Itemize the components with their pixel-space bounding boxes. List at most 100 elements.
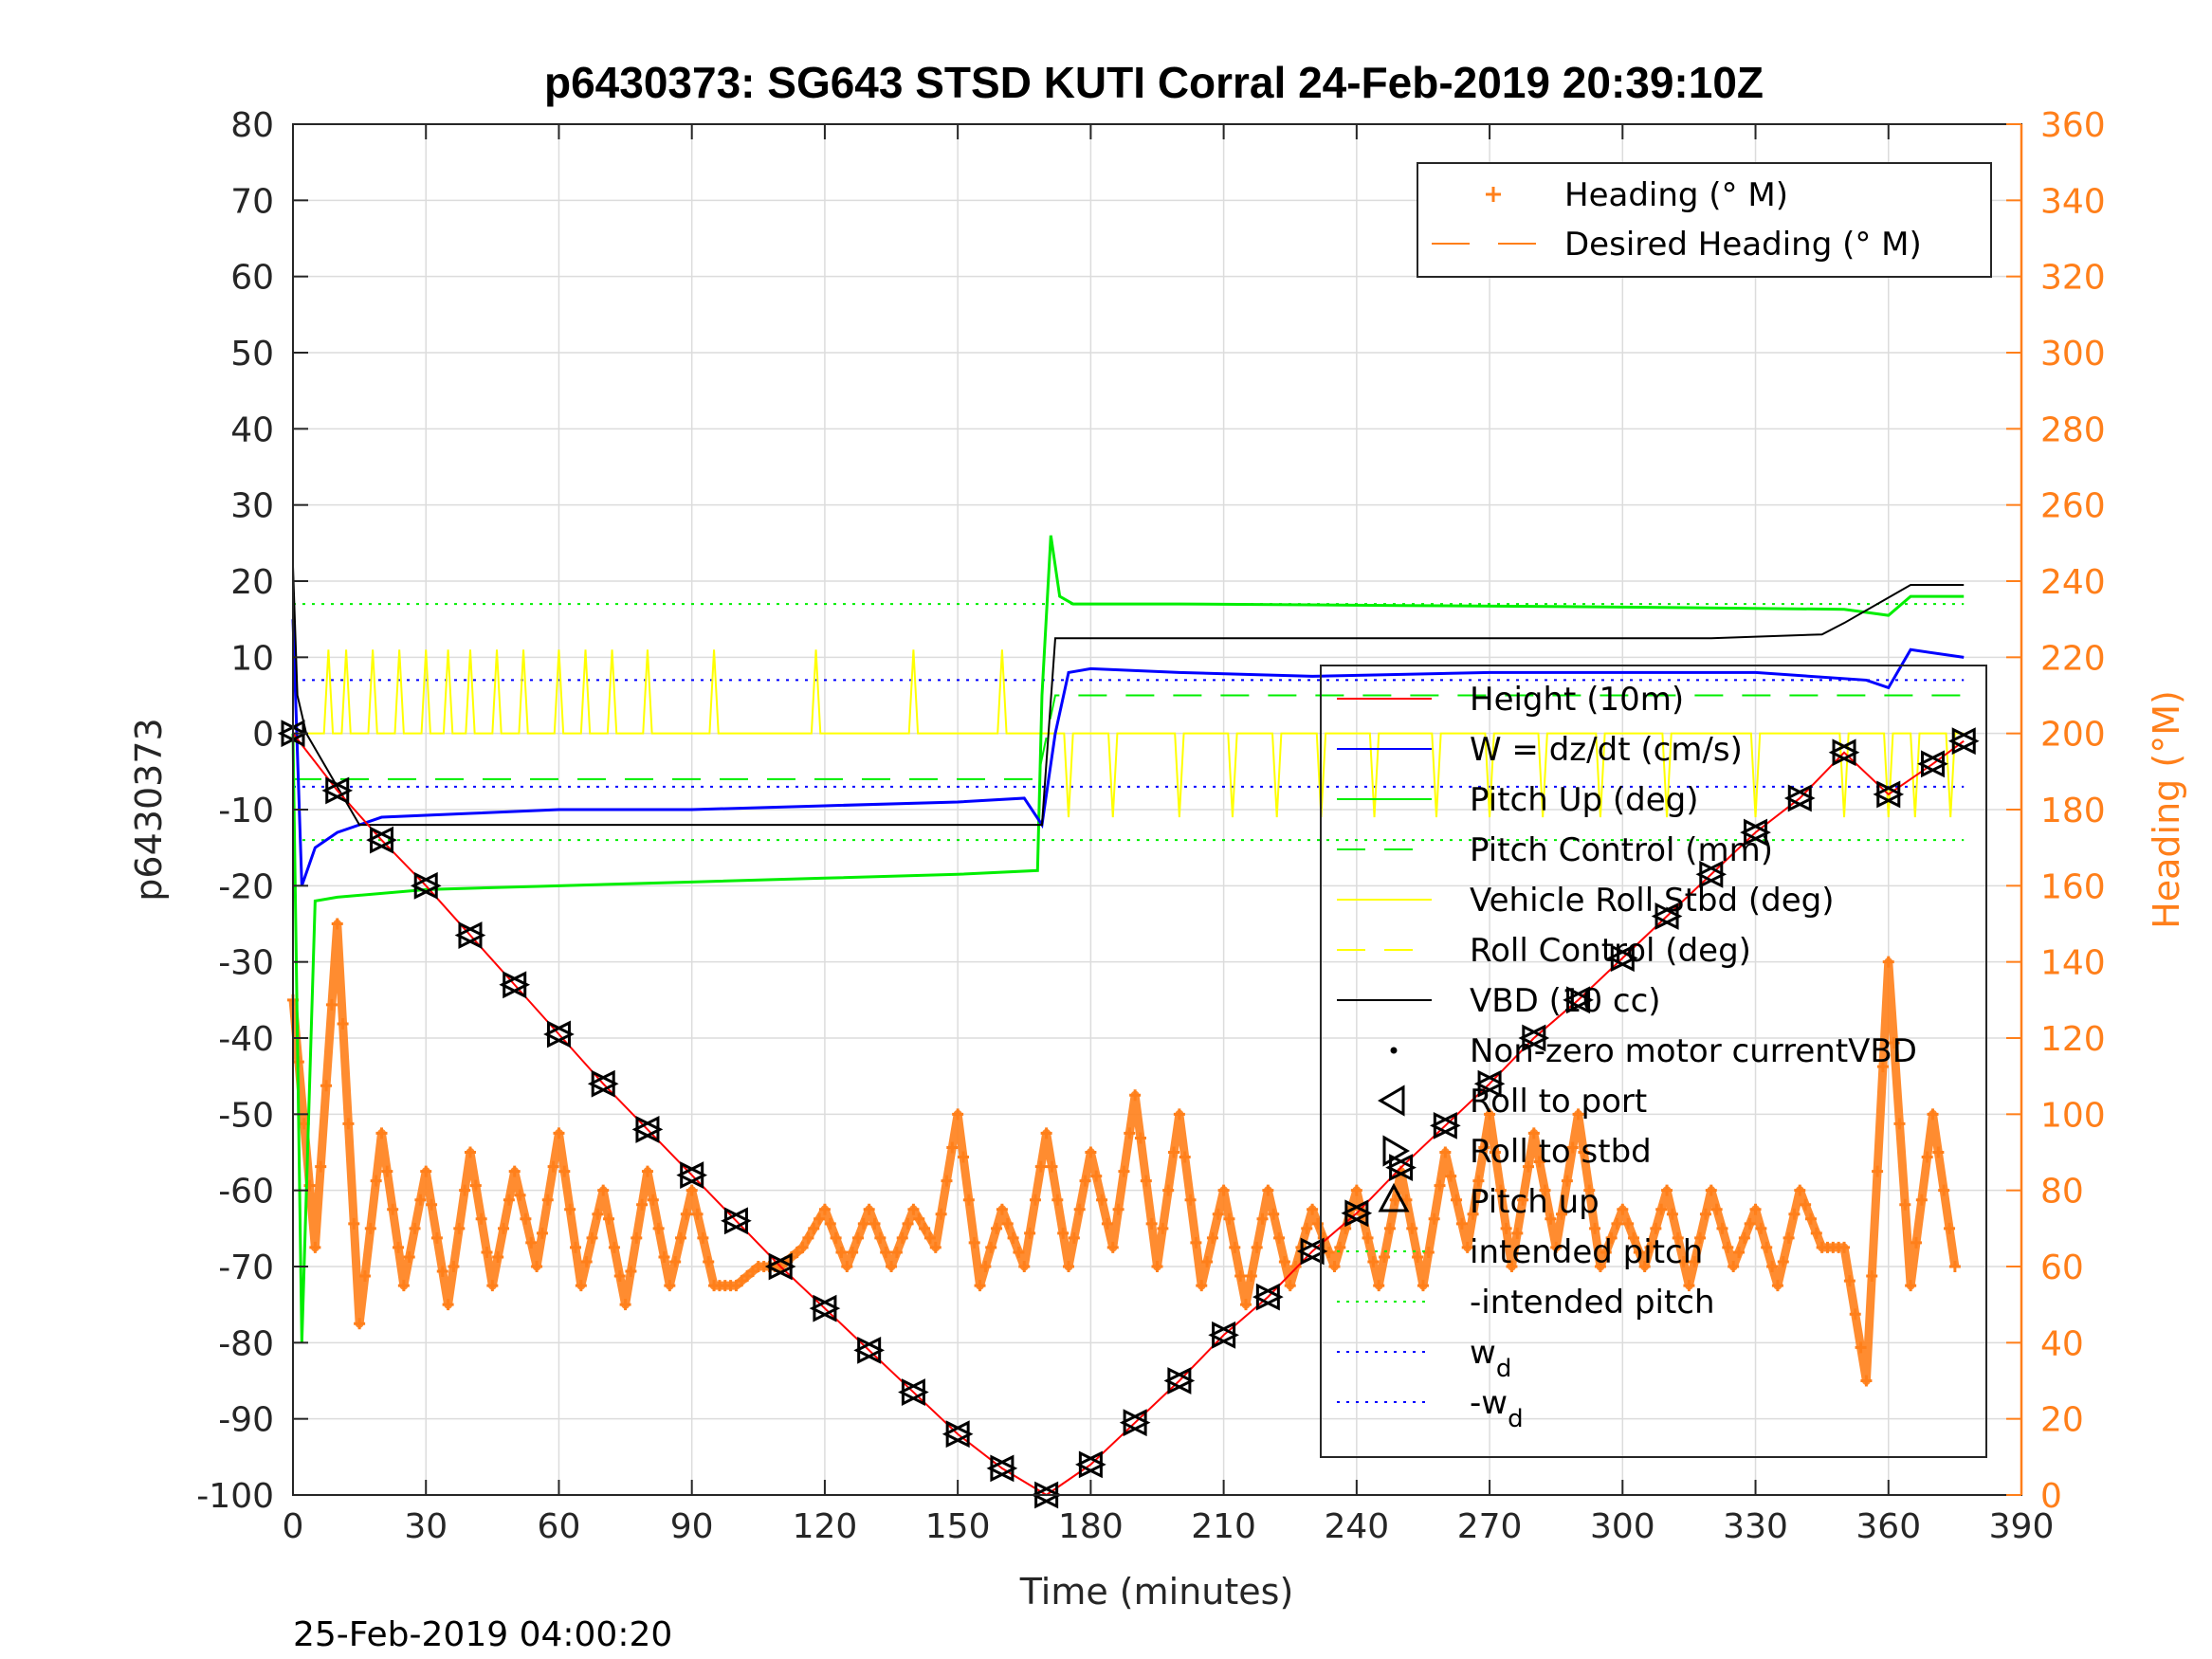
w-series bbox=[291, 619, 1965, 886]
heading-marker bbox=[1007, 1231, 1019, 1244]
heading-marker bbox=[354, 1318, 366, 1330]
y-tick-label: 30 bbox=[230, 487, 274, 526]
heading-marker bbox=[1517, 1194, 1529, 1206]
legend-label: Vehicle Roll Stbd (deg) bbox=[1470, 882, 1835, 920]
roll-marker bbox=[325, 776, 354, 805]
heading-marker bbox=[1406, 1222, 1418, 1234]
heading-marker bbox=[1728, 1261, 1740, 1272]
heading-marker bbox=[541, 1194, 554, 1206]
heading-marker bbox=[1777, 1255, 1789, 1267]
x-tick-label: 0 bbox=[283, 1507, 304, 1546]
y-tick-label: 50 bbox=[230, 335, 274, 374]
pitch-up-series bbox=[291, 535, 1965, 1343]
roll-marker bbox=[1255, 1283, 1284, 1311]
heading-marker bbox=[1617, 1203, 1629, 1215]
heading-marker bbox=[1800, 1198, 1812, 1211]
heading-marker bbox=[1694, 1231, 1707, 1244]
plot-area bbox=[277, 535, 1980, 1509]
heading-marker bbox=[397, 1280, 410, 1292]
heading-marker bbox=[669, 1255, 682, 1267]
heading-marker bbox=[991, 1222, 1003, 1234]
heading-marker bbox=[1872, 1165, 1884, 1177]
heading-marker bbox=[680, 1208, 692, 1220]
heading-marker bbox=[1605, 1231, 1618, 1244]
roll-marker bbox=[503, 971, 531, 999]
footer-timestamp: 25-Feb-2019 04:00:20 bbox=[293, 1615, 672, 1654]
heading-marker bbox=[802, 1231, 814, 1244]
heading-marker bbox=[309, 1241, 321, 1253]
heading-marker bbox=[968, 1236, 980, 1249]
heading-marker bbox=[1644, 1241, 1656, 1253]
heading-marker bbox=[1090, 1170, 1103, 1182]
roll-marker bbox=[546, 1020, 575, 1048]
heading-marker bbox=[1782, 1231, 1795, 1244]
heading-marker bbox=[1212, 1208, 1224, 1220]
heading-marker bbox=[1129, 1089, 1142, 1102]
heading-marker bbox=[387, 1203, 399, 1215]
heading-marker bbox=[1633, 1246, 1645, 1258]
heading-marker bbox=[1151, 1261, 1163, 1272]
heading-marker bbox=[448, 1261, 460, 1272]
y-tick-label: -20 bbox=[218, 867, 274, 906]
heading-marker bbox=[697, 1231, 709, 1244]
heading-marker bbox=[863, 1203, 875, 1215]
y-tick-label: 0 bbox=[252, 716, 274, 755]
roll-marker bbox=[1744, 818, 1771, 847]
legend-roll-stbd bbox=[1382, 1135, 1410, 1167]
heading-marker bbox=[1855, 1341, 1867, 1354]
heading-marker bbox=[1073, 1203, 1086, 1215]
heading-marker bbox=[841, 1261, 853, 1272]
x-tick-label: 360 bbox=[1856, 1507, 1921, 1546]
y-right-tick-label: 40 bbox=[2040, 1324, 2084, 1363]
roll-marker bbox=[768, 1252, 796, 1281]
heading-marker bbox=[459, 1184, 471, 1196]
heading-marker bbox=[358, 1270, 371, 1283]
heading-marker bbox=[1262, 1184, 1274, 1196]
heading-marker bbox=[1068, 1231, 1080, 1244]
heading-marker bbox=[1079, 1175, 1091, 1187]
heading-marker bbox=[996, 1203, 1008, 1215]
roll-marker bbox=[990, 1454, 1018, 1483]
roll-marker bbox=[680, 1161, 708, 1190]
heading-marker bbox=[1124, 1127, 1136, 1139]
heading-marker bbox=[1085, 1146, 1097, 1158]
heading-marker bbox=[370, 1175, 382, 1187]
legend-heading-marker bbox=[1486, 187, 1501, 202]
roll-marker bbox=[1344, 1199, 1373, 1228]
heading-marker bbox=[337, 1017, 349, 1030]
heading-marker bbox=[1905, 1280, 1917, 1292]
heading-marker bbox=[962, 1194, 975, 1206]
heading-marker bbox=[824, 1217, 836, 1230]
heading-marker bbox=[625, 1266, 637, 1278]
heading-marker bbox=[586, 1231, 598, 1244]
heading-marker bbox=[525, 1236, 538, 1249]
heading-marker bbox=[1705, 1184, 1717, 1196]
heading-marker bbox=[436, 1266, 448, 1278]
height-series bbox=[292, 733, 1965, 1497]
heading-marker bbox=[1749, 1203, 1762, 1215]
heading-marker bbox=[890, 1246, 903, 1258]
heading-marker bbox=[1284, 1280, 1296, 1292]
heading-marker bbox=[558, 1165, 571, 1177]
legend-top-label: Heading (° M) bbox=[1564, 176, 1788, 214]
heading-marker bbox=[503, 1194, 515, 1206]
y-right-tick-label: 360 bbox=[2040, 106, 2106, 145]
heading-marker bbox=[1389, 1194, 1401, 1206]
heading-marker bbox=[1788, 1208, 1801, 1220]
heading-marker bbox=[320, 1080, 333, 1092]
heading-marker bbox=[1733, 1246, 1746, 1258]
pitch-control-line bbox=[293, 694, 1965, 780]
heading-marker bbox=[1201, 1255, 1214, 1267]
roll-marker bbox=[635, 1115, 664, 1143]
heading-marker bbox=[1268, 1208, 1280, 1220]
heading-marker bbox=[531, 1261, 543, 1272]
heading-marker bbox=[442, 1299, 454, 1311]
heading-marker bbox=[1063, 1261, 1075, 1272]
heading-marker bbox=[830, 1231, 842, 1244]
heading-marker bbox=[886, 1261, 898, 1272]
heading-marker bbox=[364, 1222, 376, 1234]
heading-marker bbox=[1145, 1217, 1158, 1230]
heading-marker bbox=[979, 1261, 992, 1272]
heading-marker bbox=[1245, 1270, 1257, 1283]
roll-marker bbox=[413, 871, 442, 900]
